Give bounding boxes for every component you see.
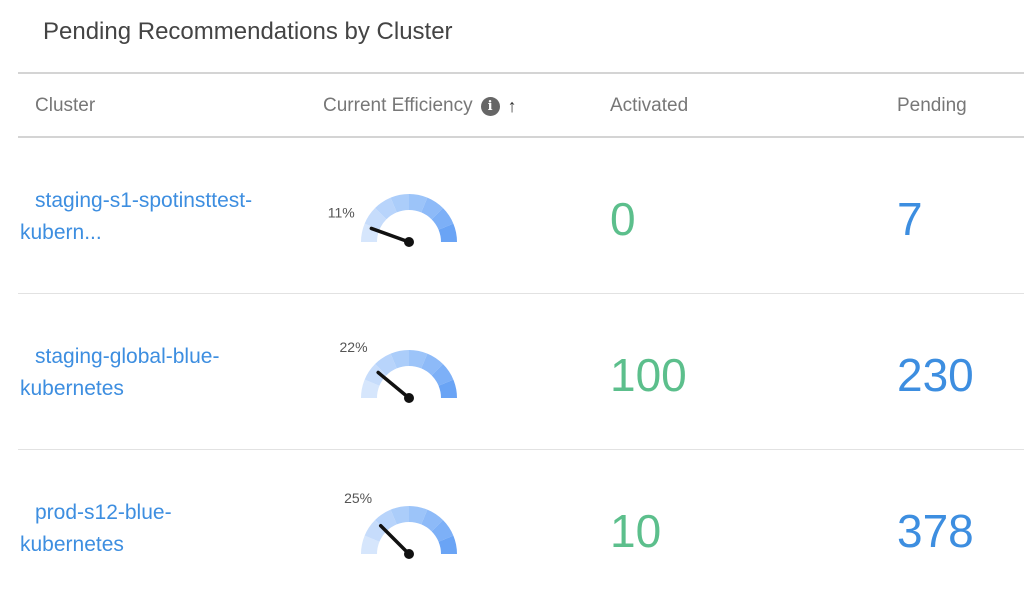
pending-count: 378 (897, 505, 974, 557)
gauge-segment (364, 364, 387, 386)
efficiency-gauge: 11% (328, 194, 457, 247)
gauge-segment (375, 197, 397, 220)
gauge-segment (361, 379, 380, 398)
column-label: Cluster (35, 95, 96, 116)
gauge-segment (364, 520, 387, 542)
gauge-segment (431, 208, 454, 230)
gauge-segment (409, 350, 428, 369)
activated-count: 0 (610, 193, 636, 245)
column-header-pending[interactable]: Pending (897, 95, 967, 117)
gauge-segment (438, 379, 457, 398)
gauge-segment (409, 506, 428, 525)
pending-count: 230 (897, 349, 974, 401)
table-row: staging-s1-spotinsttest- kubern... 11% 0… (0, 137, 1024, 293)
cluster-link[interactable]: prod-s12-blue- kubernetes (20, 497, 300, 561)
gauge-segment (364, 208, 387, 230)
cluster-link[interactable]: staging-s1-spotinsttest- kubern... (20, 185, 300, 249)
row-divider (18, 449, 1024, 450)
cluster-link[interactable]: staging-global-blue- kubernetes (20, 341, 300, 405)
gauge-needle (378, 523, 411, 556)
row-divider (18, 293, 1024, 294)
column-label: Pending (897, 95, 967, 116)
gauge-hub (404, 549, 414, 559)
gauge-segment (421, 197, 443, 220)
sort-ascending-arrow-icon[interactable]: ↑ (507, 95, 517, 116)
gauge-needle (369, 226, 411, 244)
column-label: Current Efficiency (323, 95, 473, 116)
page-title: Pending Recommendations by Cluster (43, 18, 453, 45)
efficiency-label: 22% (340, 339, 368, 355)
gauge-segment (438, 535, 457, 554)
pending-count: 7 (897, 193, 923, 245)
info-icon[interactable]: i (480, 96, 500, 116)
divider (18, 72, 1024, 74)
gauge-hub (404, 393, 414, 403)
gauge-segment (421, 353, 443, 376)
efficiency-gauge: 25% (344, 490, 457, 559)
cluster-name-line: kubern... (20, 221, 102, 244)
activated-count: 10 (610, 505, 662, 557)
gauge-segment (390, 350, 409, 369)
activated-count: 100 (610, 349, 687, 401)
gauge-segment (431, 520, 454, 542)
column-header-efficiency[interactable]: Current Efficiency i ↑ (323, 95, 517, 117)
cluster-name-line: staging-s1-spotinsttest- (35, 189, 253, 212)
cluster-name-line: kubernetes (20, 377, 124, 400)
table-row: staging-global-blue- kubernetes 22% 100 … (0, 293, 1024, 449)
gauge-segment (409, 194, 428, 213)
gauge-segment (375, 353, 397, 376)
efficiency-label: 11% (328, 205, 355, 221)
divider (18, 136, 1024, 138)
gauge-segment (390, 194, 409, 213)
column-header-activated[interactable]: Activated (610, 95, 688, 117)
column-label: Activated (610, 95, 689, 116)
cluster-name-line: kubernetes (20, 533, 124, 556)
cluster-name-line: staging-global-blue- (35, 345, 220, 368)
gauge-segment (438, 223, 457, 242)
table-row: prod-s12-blue- kubernetes 25% 10 378 (0, 449, 1024, 605)
gauge-segment (431, 364, 454, 386)
gauge-hub (404, 237, 414, 247)
gauge-segment (421, 509, 443, 532)
gauge-segment (361, 535, 380, 554)
gauge-segment (375, 509, 397, 532)
gauge-needle (376, 370, 411, 400)
efficiency-label: 25% (344, 490, 372, 506)
cluster-name-line: prod-s12-blue- (35, 501, 172, 524)
column-header-cluster[interactable]: Cluster (35, 95, 95, 117)
gauge-segment (390, 506, 409, 525)
efficiency-gauge: 22% (340, 339, 457, 403)
